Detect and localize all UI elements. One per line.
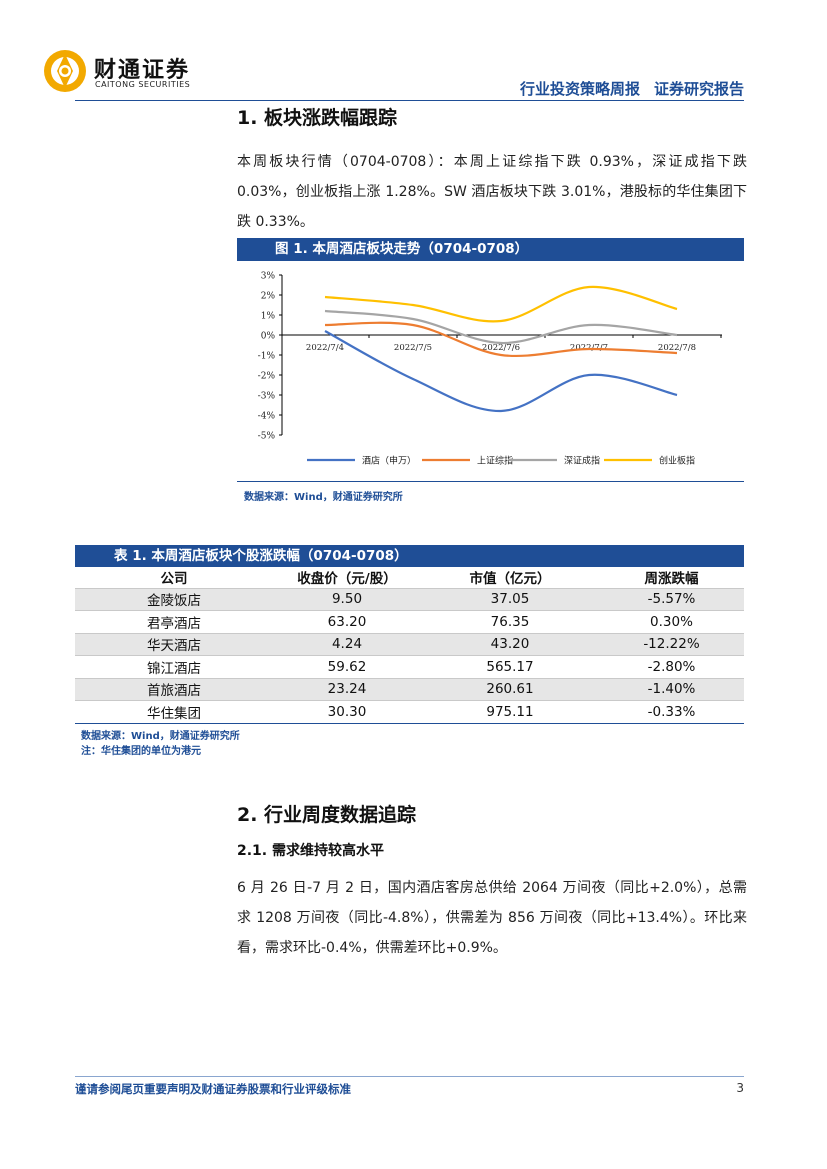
legend-label: 创业板指 bbox=[659, 455, 695, 467]
table-row: 金陵饭店 9.50 37.05 -5.57% bbox=[75, 587, 744, 611]
figure-1-caption: 图 1. 本周酒店板块走势（0704-0708） bbox=[237, 238, 744, 261]
change-cell: -1.40% bbox=[599, 677, 744, 701]
price-cell: 9.50 bbox=[273, 587, 421, 611]
market-cap-cell: 37.05 bbox=[421, 587, 599, 611]
price-cell: 4.24 bbox=[273, 632, 421, 656]
table-1-caption: 表 1. 本周酒店板块个股涨跌幅（0704-0708） bbox=[75, 545, 744, 568]
report-category: 证券研究报告 bbox=[653, 80, 744, 98]
stock-performance-table: 公司 收盘价（元/股） 市值（亿元） 周涨跌幅 金陵饭店 9.50 37.05 … bbox=[75, 567, 744, 724]
price-cell: 23.24 bbox=[273, 677, 421, 701]
x-tick-label: 2022/7/4 bbox=[306, 343, 344, 353]
column-header-market-cap: 市值（亿元） bbox=[421, 567, 599, 588]
line-chart: 3% 2% 1% 0% -1% -2% -3% -4% -5% 2022/7/4 2022/7/5 2… bbox=[258, 272, 722, 467]
table-1-note: 注：华住集团的单位为港元 bbox=[81, 746, 201, 757]
footer-disclaimer: 谨请参阅尾页重要声明及财通证券股票和行业评级标准 bbox=[75, 1082, 351, 1096]
y-tick-label: 1% bbox=[261, 312, 276, 322]
company-cell: 首旅酒店 bbox=[75, 677, 273, 701]
x-tick-label: 2022/7/6 bbox=[482, 343, 520, 353]
figure-1-source: 数据来源：Wind，财通证券研究所 bbox=[244, 492, 403, 503]
section-1-paragraph: 本周板块行情（0704-0708）：本周上证综指下跌 0.93%，深证成指下跌 … bbox=[237, 154, 747, 230]
market-cap-cell: 43.20 bbox=[421, 632, 599, 656]
section-2-1-title: 2.1. 需求维持较高水平 bbox=[237, 843, 384, 859]
market-cap-cell: 260.61 bbox=[421, 677, 599, 701]
section-2-paragraph: 6 月 26 日-7 月 2 日，国内酒店客房总供给 2064 万间夜（同比+2… bbox=[237, 880, 747, 956]
section-1-title: 1. 板块涨跌幅跟踪 bbox=[237, 107, 398, 129]
header-divider bbox=[75, 100, 744, 101]
price-cell: 59.62 bbox=[273, 655, 421, 678]
table-row: 君亭酒店 63.20 76.35 0.30% bbox=[75, 610, 744, 633]
change-cell: -12.22% bbox=[599, 632, 744, 656]
legend-label: 酒店（申万） bbox=[362, 455, 416, 467]
x-tick-label: 2022/7/8 bbox=[658, 343, 696, 353]
market-cap-cell: 76.35 bbox=[421, 610, 599, 633]
change-cell: -0.33% bbox=[599, 700, 744, 724]
y-tick-label: -1% bbox=[258, 352, 276, 362]
table-row: 华天酒店 4.24 43.20 -12.22% bbox=[75, 632, 744, 656]
table-row: 华住集团 30.30 975.11 -0.33% bbox=[75, 700, 744, 724]
y-tick-label: -4% bbox=[258, 412, 276, 422]
company-cell: 君亭酒店 bbox=[75, 610, 273, 633]
table-header-row: 公司 收盘价（元/股） 市值（亿元） 周涨跌幅 bbox=[75, 567, 744, 588]
company-cell: 锦江酒店 bbox=[75, 655, 273, 678]
y-tick-label: 0% bbox=[261, 332, 276, 342]
change-cell: 0.30% bbox=[599, 610, 744, 633]
change-cell: -2.80% bbox=[599, 655, 744, 678]
legend-label: 上证综指 bbox=[477, 455, 513, 467]
change-cell: -5.57% bbox=[599, 587, 744, 611]
footer-divider bbox=[75, 1076, 744, 1077]
series-line-4 bbox=[324, 285, 678, 323]
y-tick-label: -5% bbox=[258, 432, 276, 442]
table-row: 锦江酒店 59.62 565.17 -2.80% bbox=[75, 655, 744, 678]
y-tick-label: 3% bbox=[261, 272, 276, 282]
company-cell: 金陵饭店 bbox=[75, 587, 273, 611]
company-cell: 华住集团 bbox=[75, 700, 273, 724]
table-row: 首旅酒店 23.24 260.61 -1.40% bbox=[75, 677, 744, 701]
legend-label: 深证成指 bbox=[564, 455, 600, 467]
logo-english-name: CAITONG SECURITIES bbox=[95, 80, 191, 89]
market-cap-cell: 565.17 bbox=[421, 655, 599, 678]
company-logo: 财通证券 CAITONG SECURITIES bbox=[42, 48, 242, 96]
y-tick-label: 2% bbox=[261, 292, 276, 302]
report-type: 行业投资策略周报 bbox=[519, 80, 640, 98]
column-header-weekly-change: 周涨跌幅 bbox=[599, 567, 744, 588]
column-header-close-price: 收盘价（元/股） bbox=[273, 567, 421, 588]
figure-1-frame: 3% 2% 1% 0% -1% -2% -3% -4% -5% 2022/7/4 2022/7/5 2… bbox=[237, 261, 744, 482]
x-tick-label: 2022/7/5 bbox=[394, 343, 432, 353]
caitong-logo-icon bbox=[44, 50, 86, 92]
price-cell: 30.30 bbox=[273, 700, 421, 724]
y-tick-label: -2% bbox=[258, 372, 276, 382]
column-header-company: 公司 bbox=[75, 567, 273, 588]
page-number: 3 bbox=[736, 1081, 744, 1095]
section-2-title: 2. 行业周度数据追踪 bbox=[237, 804, 417, 826]
series-line-2 bbox=[324, 321, 678, 358]
logo-chinese-name: 财通证券 bbox=[94, 57, 191, 83]
company-cell: 华天酒店 bbox=[75, 632, 273, 656]
report-header: 行业投资策略周报 证券研究报告 bbox=[506, 78, 744, 99]
series-line-1 bbox=[324, 330, 678, 413]
table-1-source: 数据来源：Wind，财通证券研究所 bbox=[81, 731, 240, 742]
market-cap-cell: 975.11 bbox=[421, 700, 599, 724]
series-line-3 bbox=[324, 309, 678, 345]
y-tick-label: -3% bbox=[258, 392, 276, 402]
price-cell: 63.20 bbox=[273, 610, 421, 633]
